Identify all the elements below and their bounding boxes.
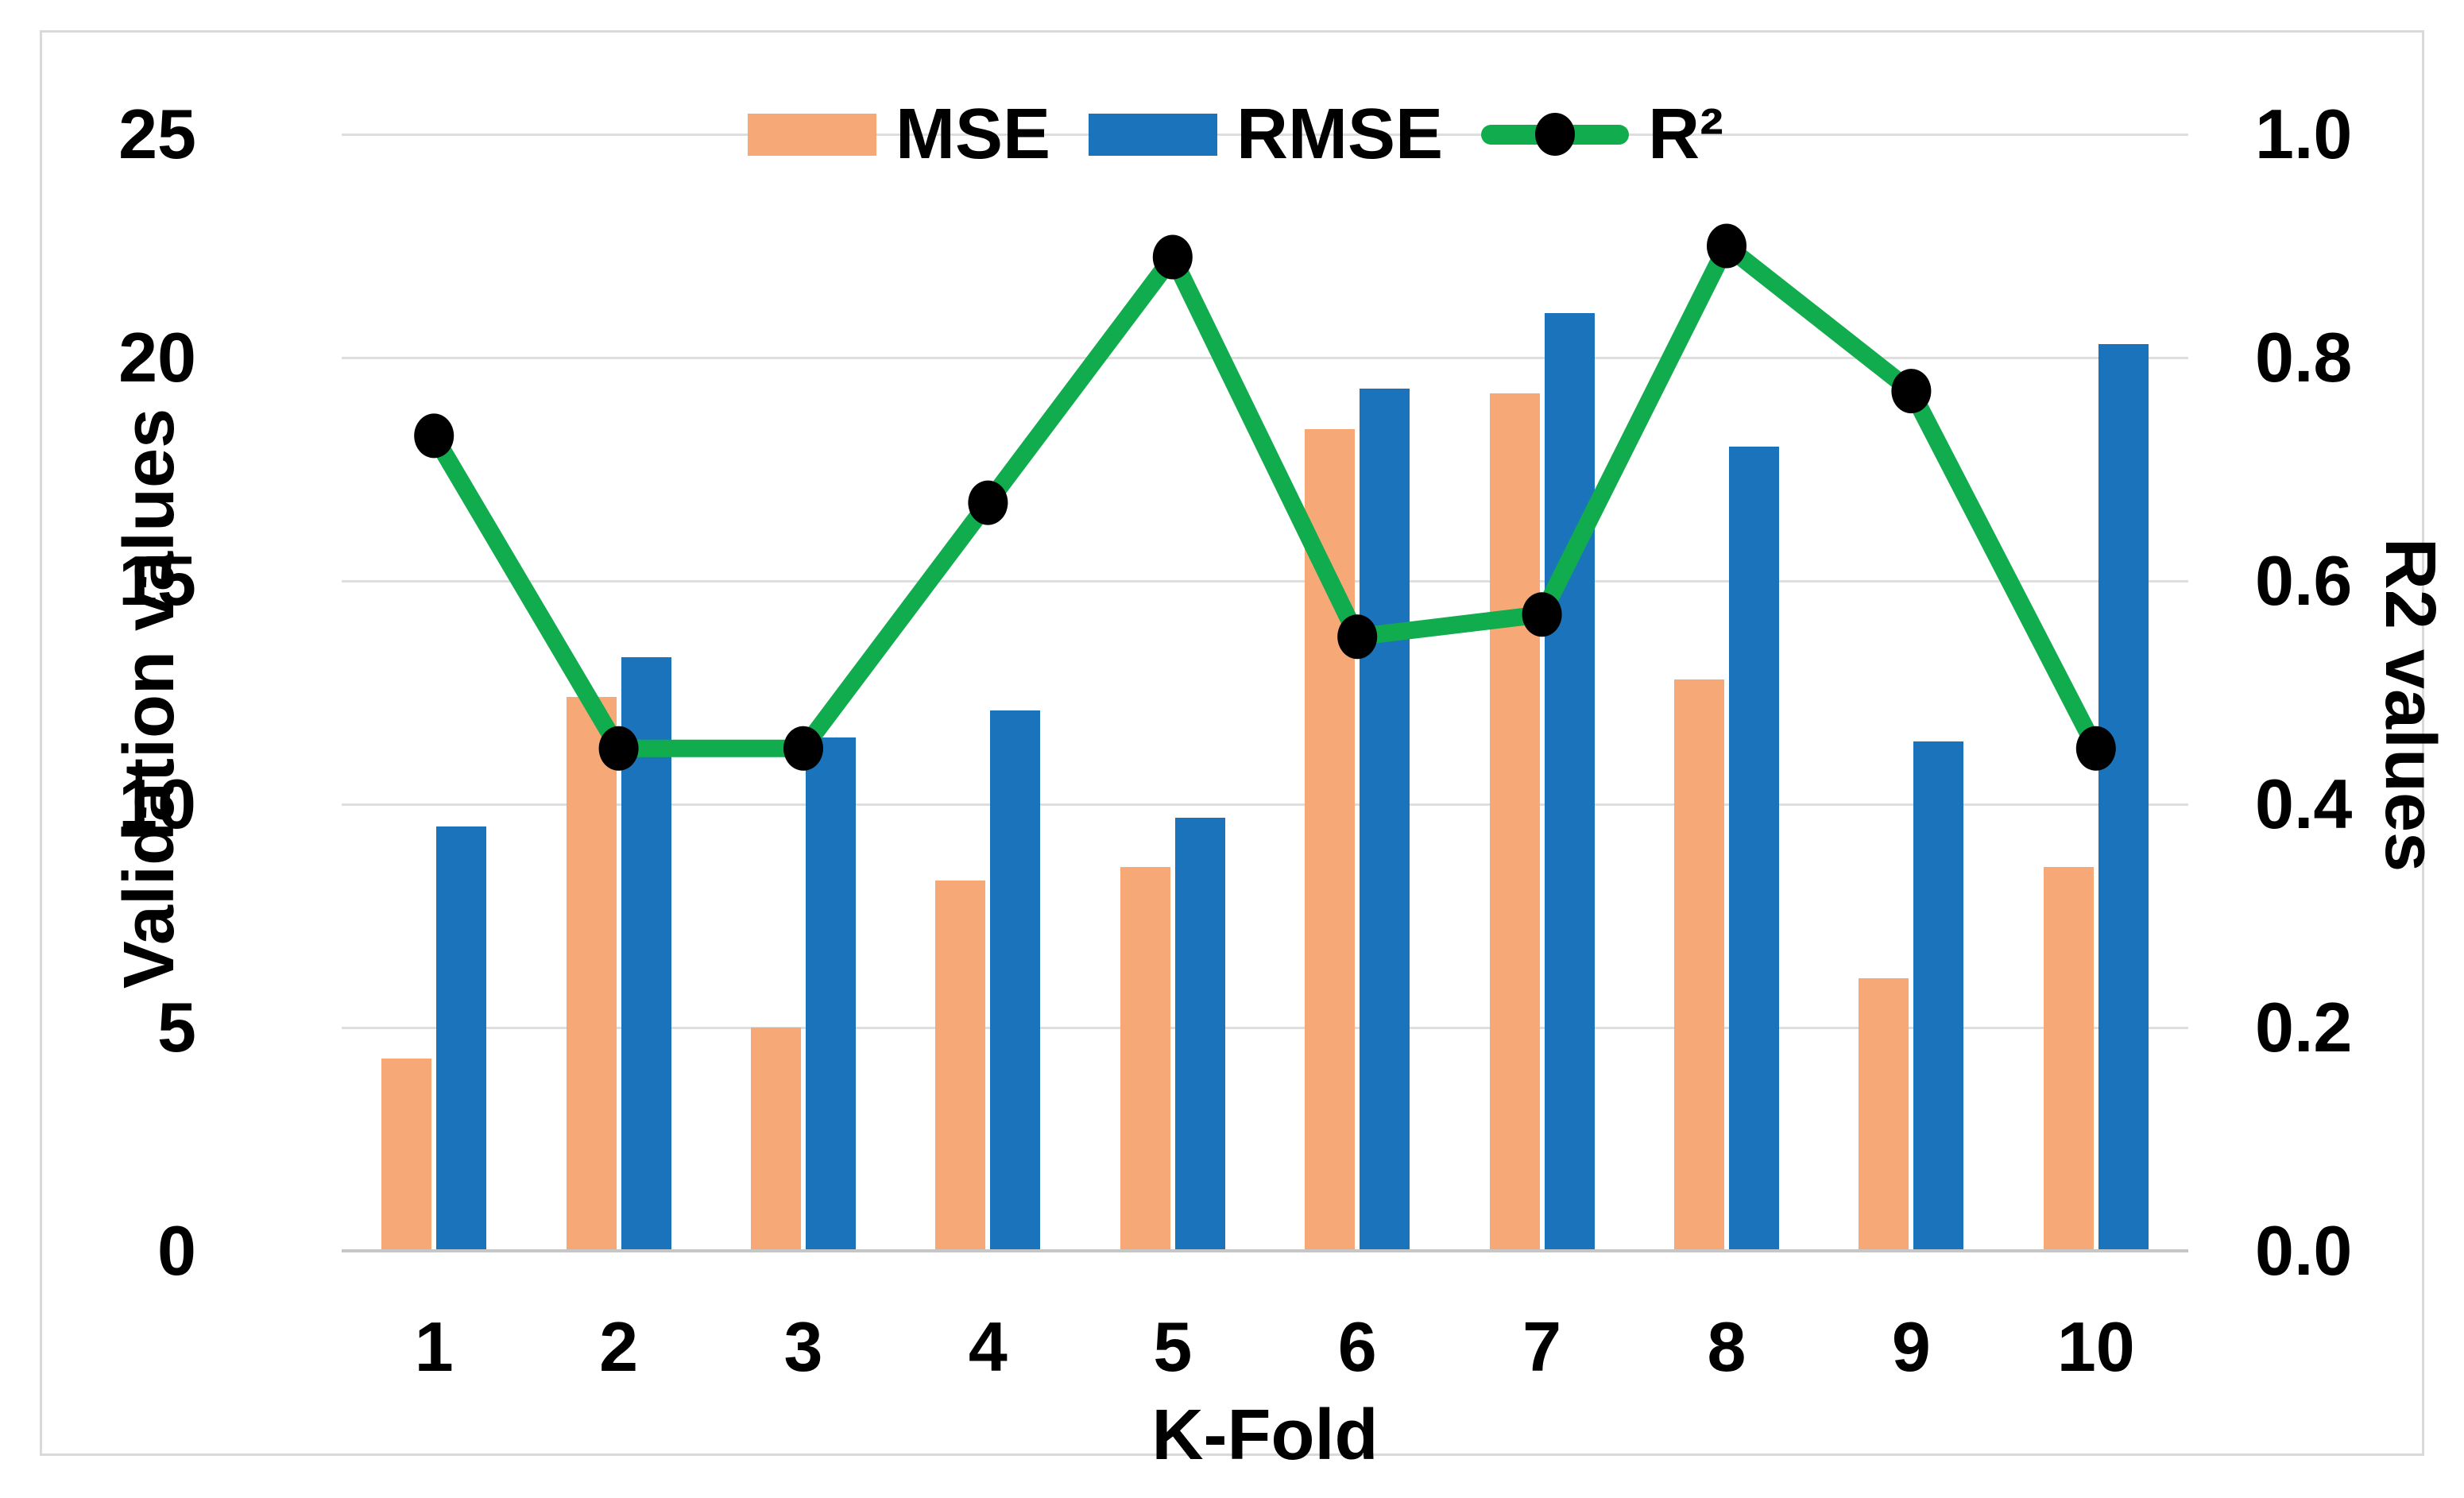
right-tick-0.0: 0.0 (2255, 1211, 2353, 1290)
x-axis-title: K-Fold (1151, 1395, 1379, 1475)
left-tick-15: 15 (118, 541, 196, 620)
r2-marker-fold-1 (414, 413, 455, 459)
bar-rmse-fold-3 (806, 737, 856, 1251)
gridline-10 (342, 803, 2188, 806)
chart-frame: MSE RMSE R² Validation values R2 values … (40, 30, 2450, 1473)
bar-rmse-fold-7 (1544, 312, 1595, 1251)
r2-line-marker-icon (1481, 112, 1630, 157)
x-tick-4: 4 (968, 1307, 1008, 1386)
chart-legend: MSE RMSE R² (748, 99, 1723, 170)
bar-rmse-fold-8 (1729, 447, 1779, 1251)
legend-item-mse: MSE (748, 99, 1050, 170)
r2-marker-fold-2 (598, 726, 639, 771)
r2-marker-fold-10 (2075, 726, 2116, 771)
x-tick-8: 8 (1707, 1307, 1746, 1386)
left-tick-25: 25 (118, 95, 196, 173)
legend-item-rmse: RMSE (1089, 99, 1443, 170)
plot-area (342, 134, 2188, 1252)
right-tick-0.8: 0.8 (2255, 318, 2353, 397)
bar-mse-fold-3 (751, 1028, 801, 1251)
x-tick-5: 5 (1153, 1307, 1193, 1386)
bar-mse-fold-8 (1674, 679, 1724, 1251)
r2-polyline (425, 237, 2105, 757)
legend-label-mse: MSE (895, 95, 1051, 174)
bar-mse-fold-7 (1489, 393, 1540, 1251)
right-tick-0.2: 0.2 (2255, 988, 2353, 1066)
gridline-15 (342, 580, 2188, 583)
bar-mse-fold-9 (1859, 978, 1909, 1251)
x-tick-7: 7 (1522, 1307, 1562, 1386)
left-tick-10: 10 (118, 764, 196, 843)
mse-swatch-icon (748, 113, 876, 156)
x-tick-6: 6 (1337, 1307, 1377, 1386)
bar-rmse-fold-10 (2098, 344, 2149, 1251)
bar-mse-fold-2 (566, 697, 617, 1251)
r2-marker-dot-icon (1535, 113, 1576, 156)
r2-marker-fold-9 (1891, 369, 1932, 414)
right-tick-0.6: 0.6 (2255, 541, 2353, 620)
bar-mse-fold-1 (381, 1059, 432, 1251)
r2-marker-fold-6 (1337, 614, 1378, 660)
x-tick-3: 3 (783, 1307, 823, 1386)
right-tick-0.4: 0.4 (2255, 764, 2353, 843)
bar-rmse-fold-6 (1360, 389, 1410, 1251)
bar-mse-fold-10 (2043, 866, 2094, 1251)
gridline-5 (342, 1027, 2188, 1029)
x-tick-9: 9 (1891, 1307, 1931, 1386)
legend-label-r2: R² (1648, 95, 1724, 174)
left-tick-20: 20 (118, 318, 196, 397)
bar-rmse-fold-4 (990, 710, 1041, 1251)
x-tick-1: 1 (414, 1307, 454, 1386)
gridline-20 (342, 357, 2188, 359)
left-axis-title: Validation values (110, 408, 189, 989)
x-tick-2: 2 (599, 1307, 639, 1386)
r2-marker-fold-8 (1707, 223, 1746, 269)
bar-mse-fold-5 (1120, 866, 1170, 1251)
bar-rmse-fold-9 (1913, 741, 1964, 1251)
bar-mse-fold-4 (935, 880, 986, 1251)
r2-marker-fold-3 (783, 726, 823, 771)
x-axis-line (342, 1249, 2188, 1252)
legend-item-r2: R² (1481, 99, 1723, 170)
r2-marker-fold-5 (1152, 234, 1193, 280)
left-tick-5: 5 (157, 988, 196, 1066)
r2-marker-fold-4 (968, 480, 1008, 525)
right-tick-1.0: 1.0 (2255, 95, 2353, 173)
r2-marker-fold-7 (1522, 592, 1562, 637)
x-tick-10: 10 (2056, 1307, 2135, 1386)
gridline-25 (342, 134, 2188, 136)
legend-label-rmse: RMSE (1236, 95, 1444, 174)
r2-line-series (414, 223, 2116, 771)
bar-rmse-fold-5 (1174, 817, 1225, 1251)
bar-rmse-fold-1 (436, 826, 487, 1251)
left-tick-0: 0 (157, 1211, 196, 1290)
rmse-swatch-icon (1089, 113, 1218, 156)
